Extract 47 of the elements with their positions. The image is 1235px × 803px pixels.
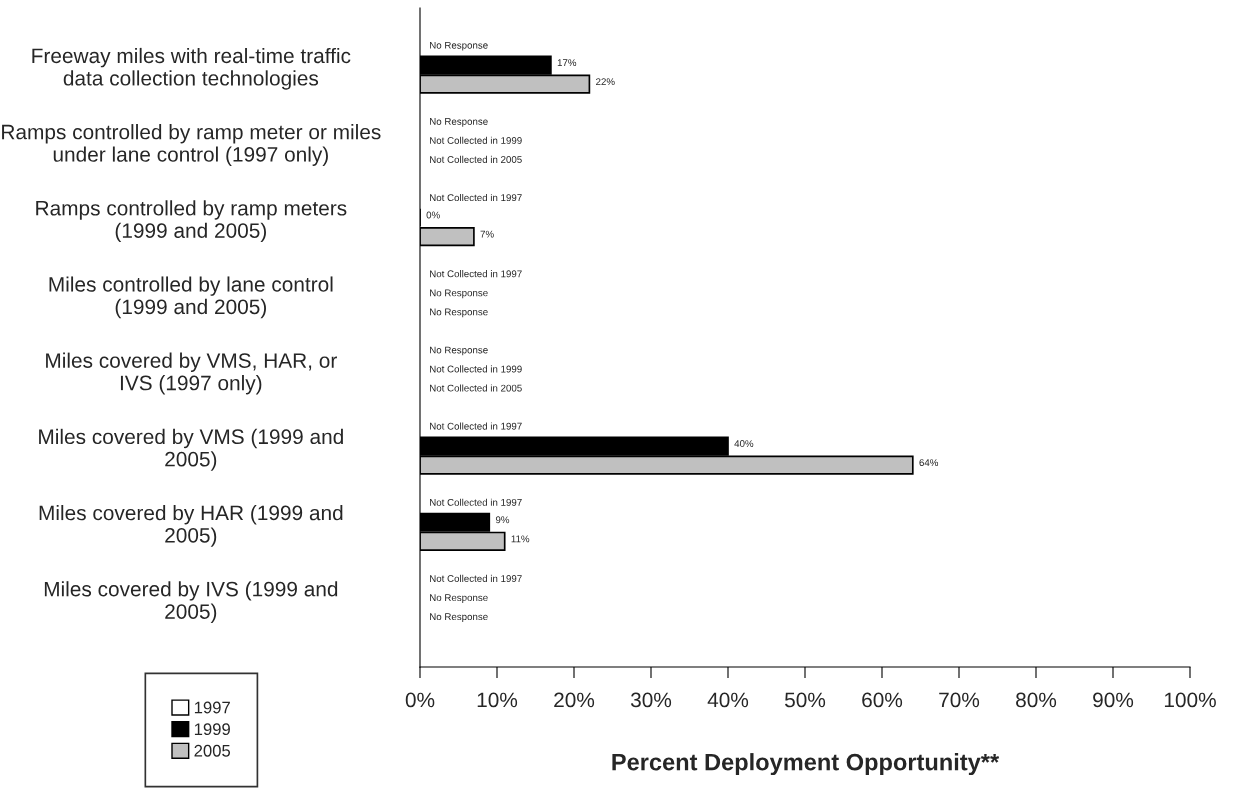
x-tick-label: 90% [1093,692,1134,708]
y-tick-label: Miles covered by VMS, HAR, or IVS (1997 only) [46,352,337,395]
text: No Response [430,289,488,299]
legend-label: 1999 [194,723,230,736]
x-tick-label: 100% [1164,692,1216,708]
text: Not Collected in 1997 [430,574,522,582]
y-tick-label: Ramps controlled by ramp meters (1999 and 2005) [36,200,347,243]
text: Not Collected in 1997 [430,498,522,506]
text: No Response [430,346,488,356]
x-axis-title: Percent Deployment Opportunity** [612,753,1000,776]
x-tick-label: 70% [939,692,980,708]
data-label: 40% [734,440,754,447]
text: No Response [430,41,488,51]
x-tick-label: 30% [630,692,672,708]
x-tick-label: 80% [1016,692,1057,708]
data-label: 11% [511,535,530,543]
data-label: 0% [426,211,440,219]
x-tick-label: 50% [784,692,826,708]
y-tick-label: Ramps controlled by ramp meter or miles under lane control (1997 only) [2,124,381,166]
data-label: 9% [495,516,510,524]
legend-label: 1997 [194,701,230,714]
text: Not Collected in 2005 [430,155,522,163]
text: Not Collected in 1999 [430,365,522,373]
y-tick-label: Miles covered by VMS (1999 and 2005) [39,428,343,471]
y-tick-label: Miles controlled by lane control (1999 and 2005) [49,276,333,319]
x-tick-label: 40% [707,692,749,708]
data-label: 17% [557,59,577,67]
text: No Response [430,118,488,127]
y-tick-label: Freeway miles with real-time traffic data collection technologies [32,47,351,90]
text: Not Collected in 1999 [430,136,522,144]
y-tick-label: Miles covered by IVS (1999 and 2005) [44,581,338,624]
data-label: 64% [919,459,939,467]
text: No Response [430,594,488,603]
text: No Response [430,613,488,623]
x-tick-label: 60% [862,692,903,708]
text: No Response [430,308,488,318]
text: Not Collected in 1997 [430,270,522,278]
x-tick-label: 10% [477,692,518,708]
legend-label: 2005 [194,744,231,757]
x-tick-label: 0% [405,692,435,708]
text: Not Collected in 2005 [430,384,522,392]
text: Not Collected in 1997 [430,193,522,202]
data-label: 7% [480,230,494,238]
text: Not Collected in 1997 [430,422,522,430]
data-label: 22% [596,78,615,86]
y-tick-label: Miles covered by HAR (1999 and 2005) [39,504,343,547]
x-tick-label: 20% [554,692,595,708]
